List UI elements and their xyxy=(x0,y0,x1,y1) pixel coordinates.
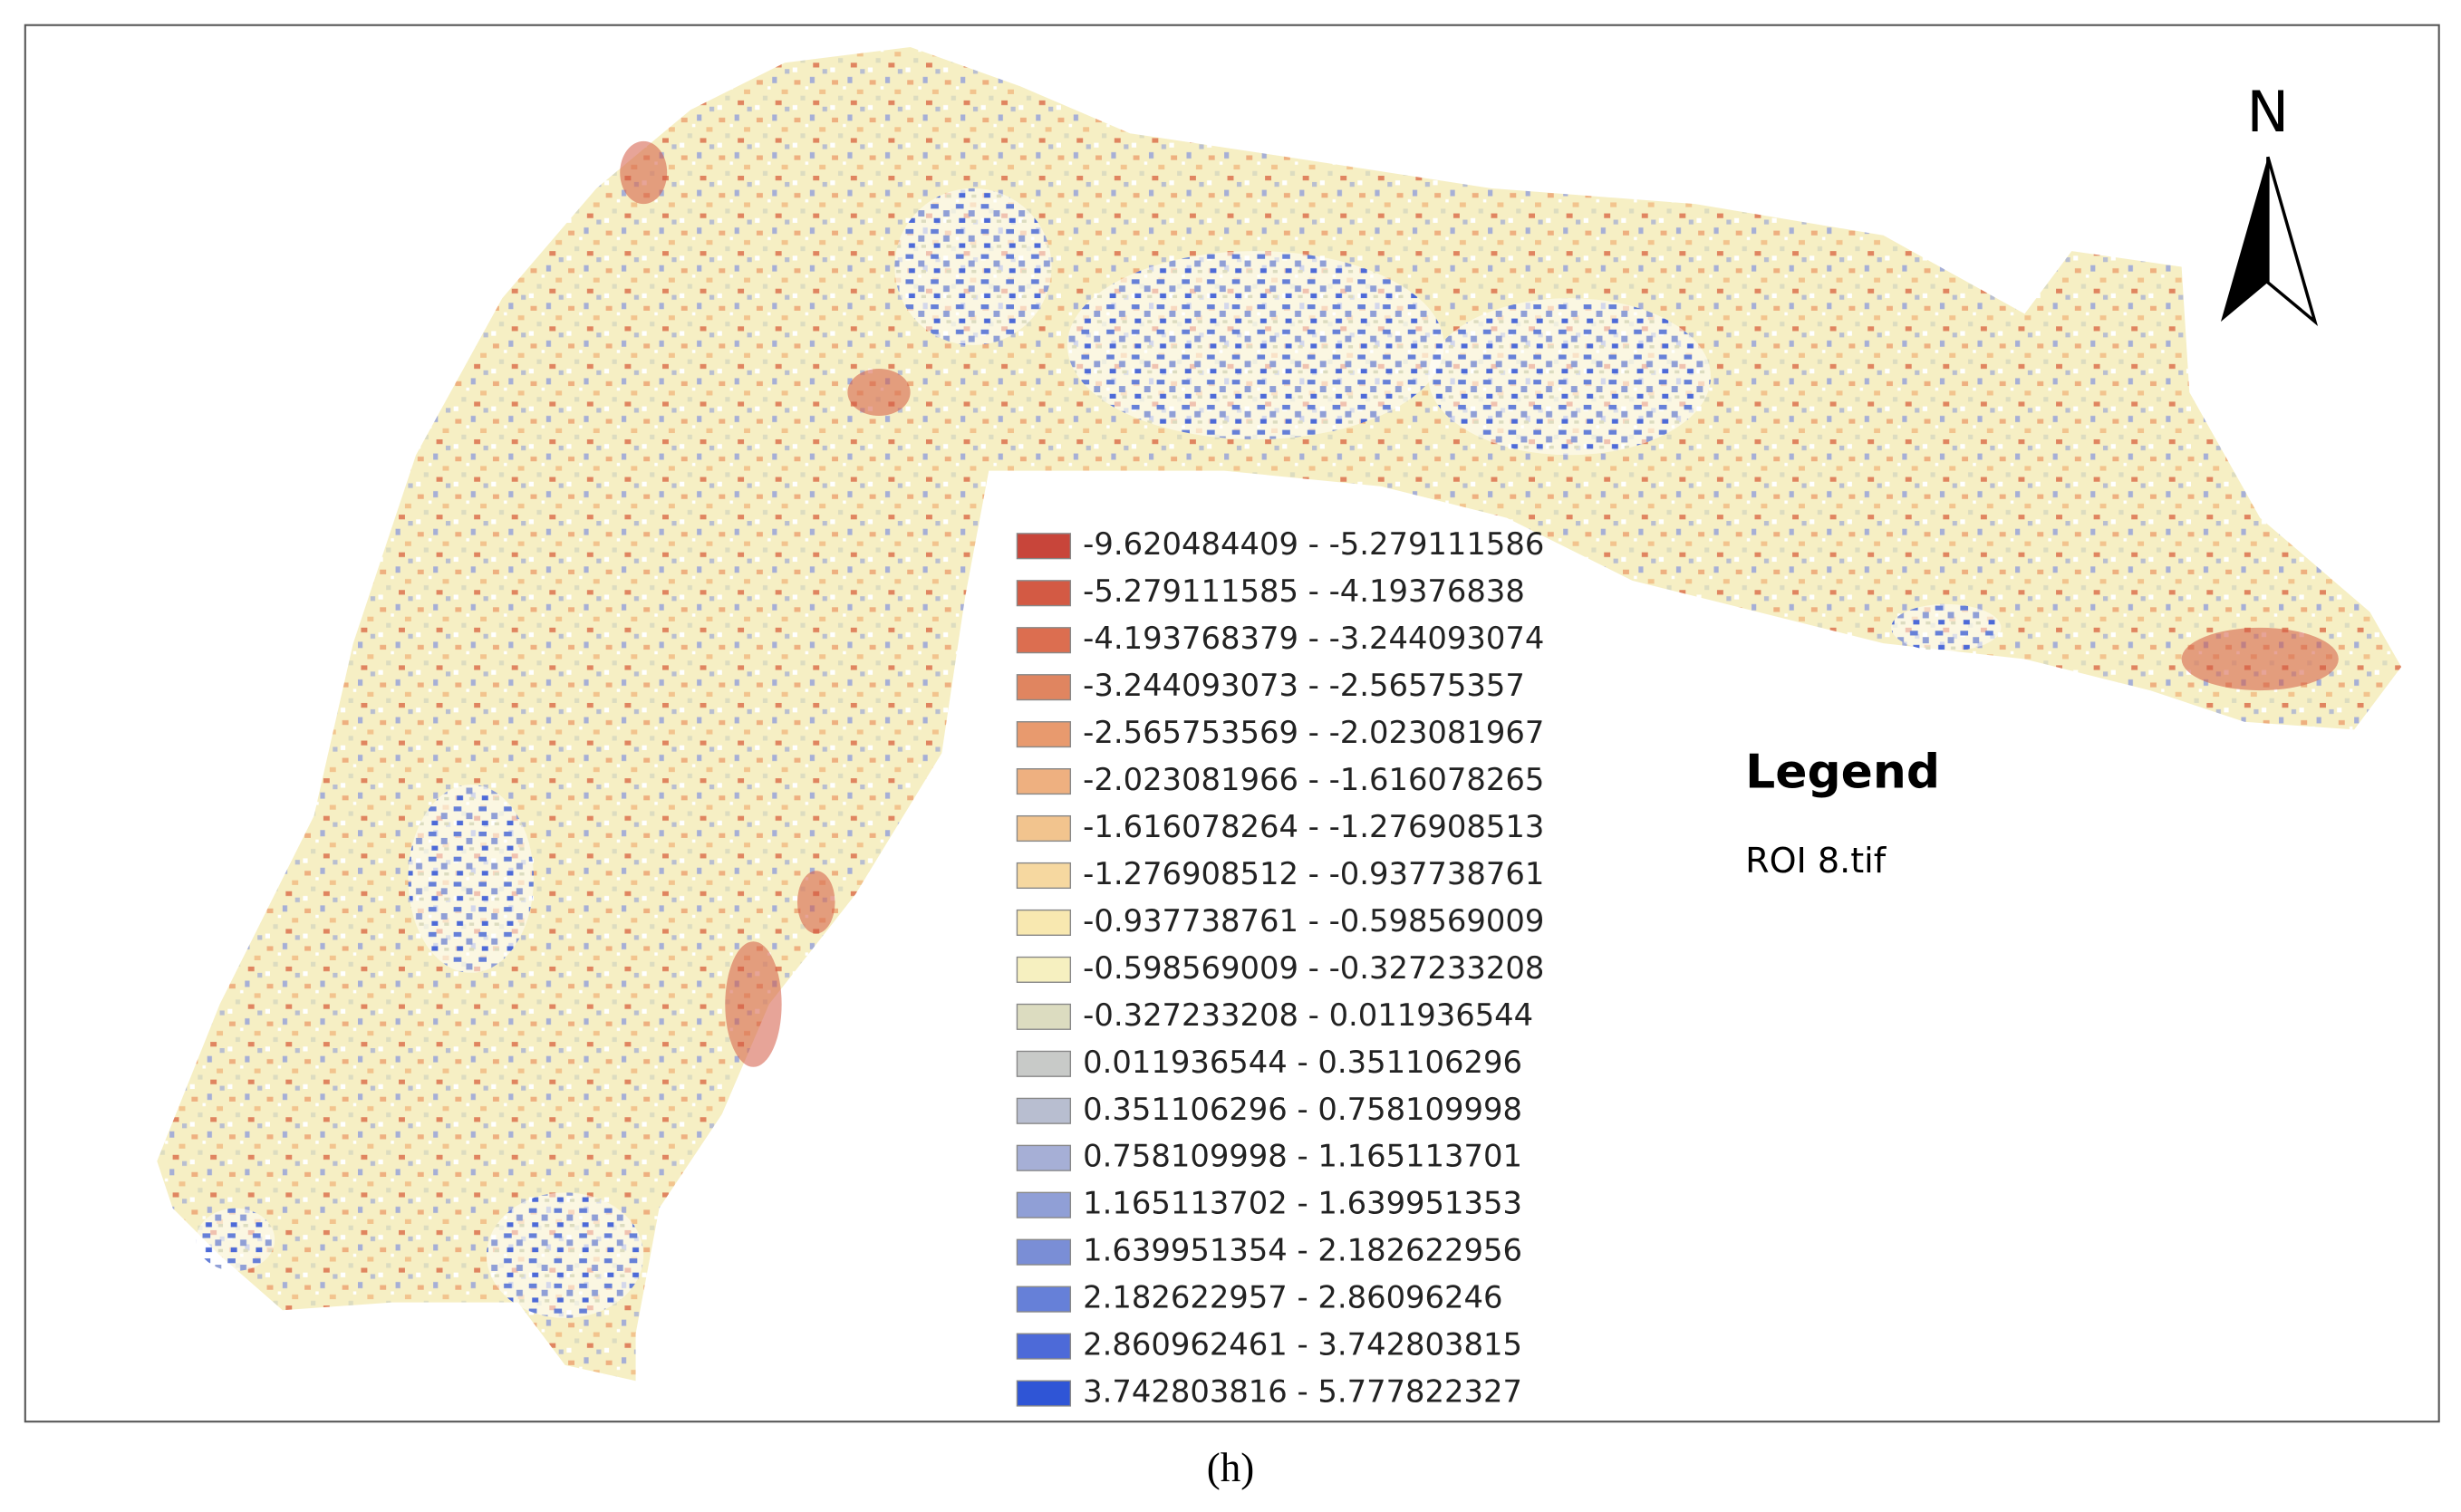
north-arrow: N xyxy=(2220,79,2319,326)
legend-label: -9.620484409 - -5.279111586 xyxy=(1083,526,1544,562)
legend-swatch xyxy=(1016,1286,1072,1313)
legend-swatch xyxy=(1016,1144,1072,1171)
legend-label: 2.182622957 - 2.86096246 xyxy=(1083,1280,1502,1315)
legend-label: 3.742803816 - 5.777822327 xyxy=(1083,1374,1522,1410)
legend-label: -0.937738761 - -0.598569009 xyxy=(1083,903,1544,939)
legend-swatch xyxy=(1016,768,1072,795)
legend-label: -2.023081966 - -1.616078265 xyxy=(1083,762,1544,797)
legend-swatch xyxy=(1016,1050,1072,1077)
legend-swatch xyxy=(1016,1191,1072,1218)
legend-layer: ROI 8.tif xyxy=(1745,841,1887,881)
legend-swatch xyxy=(1016,1333,1072,1360)
legend-label: -1.616078264 - -1.276908513 xyxy=(1083,809,1544,844)
legend-label: 1.639951354 - 2.182622956 xyxy=(1083,1233,1522,1268)
legend-swatch xyxy=(1016,1097,1072,1124)
legend-title: Legend xyxy=(1745,746,1940,800)
map-region xyxy=(157,46,2402,1382)
north-label: N xyxy=(2247,79,2290,145)
legend-swatch xyxy=(1016,627,1072,654)
legend-label: 0.011936544 - 0.351106296 xyxy=(1083,1045,1522,1080)
map-blue-areas xyxy=(196,188,2002,1318)
legend-label: -0.598569009 - -0.327233208 xyxy=(1083,950,1544,986)
legend-label: -4.193768379 - -3.244093074 xyxy=(1083,621,1544,656)
legend-label: 2.860962461 - 3.742803815 xyxy=(1083,1327,1522,1363)
legend-swatch xyxy=(1016,580,1072,607)
legend-swatch xyxy=(1016,1380,1072,1407)
legend: Legend ROI 8.tif -9.620484409 - -5.27911… xyxy=(1016,526,1940,1410)
legend-swatch xyxy=(1016,956,1072,983)
legend-swatch xyxy=(1016,1238,1072,1266)
map-red-areas xyxy=(620,140,2339,1067)
legend-label: -0.327233208 - 0.011936544 xyxy=(1083,997,1533,1033)
legend-label: -1.276908512 - -0.937738761 xyxy=(1083,856,1544,891)
legend-label: -3.244093073 - -2.56575357 xyxy=(1083,668,1525,703)
legend-swatch xyxy=(1016,674,1072,701)
legend-label: -2.565753569 - -2.023081967 xyxy=(1083,715,1544,750)
legend-label: 0.351106296 - 0.758109998 xyxy=(1083,1092,1522,1127)
legend-label: 1.165113702 - 1.639951353 xyxy=(1083,1186,1522,1221)
legend-label: 0.758109998 - 1.165113701 xyxy=(1083,1139,1522,1174)
legend-label: -5.279111585 - -4.19376838 xyxy=(1083,573,1525,609)
legend-swatch xyxy=(1016,1003,1072,1030)
legend-swatch xyxy=(1016,909,1072,936)
legend-swatch xyxy=(1016,814,1072,843)
caption: (h) xyxy=(1207,1445,1255,1490)
legend-swatch xyxy=(1016,862,1072,890)
legend-swatch xyxy=(1016,721,1072,748)
legend-swatch xyxy=(1016,533,1072,560)
